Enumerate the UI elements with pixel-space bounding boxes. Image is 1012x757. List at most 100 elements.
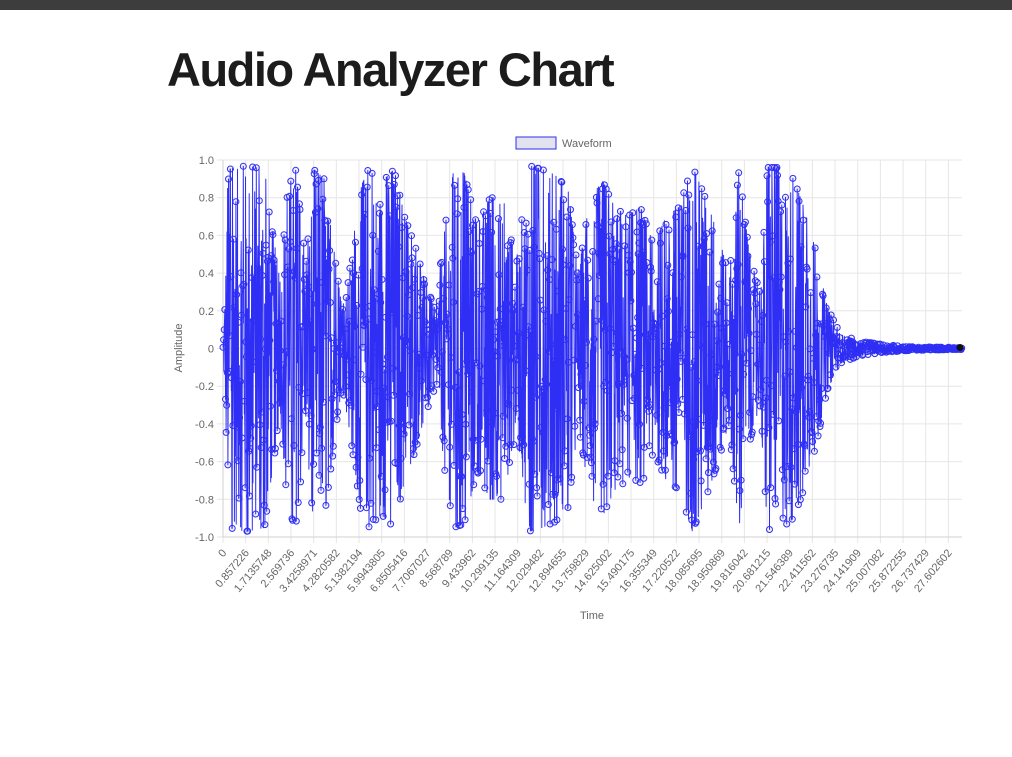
waveform-point <box>402 268 410 275</box>
waveform-point <box>664 307 672 315</box>
waveform-point <box>254 266 261 274</box>
waveform-point <box>776 286 784 294</box>
waveform-point <box>323 256 330 264</box>
waveform-point <box>401 213 409 221</box>
waveform-point <box>464 370 472 378</box>
waveform-point <box>801 442 809 450</box>
waveform-point <box>483 294 491 302</box>
legend[interactable]: Waveform <box>515 136 612 150</box>
waveform-point <box>250 317 258 325</box>
waveform-point <box>442 216 450 224</box>
waveform-point <box>371 286 379 294</box>
waveform-point <box>493 472 500 480</box>
waveform-point <box>476 362 484 370</box>
waveform-point <box>736 487 744 495</box>
waveform-point <box>702 455 710 463</box>
waveform-point <box>777 208 785 216</box>
waveform-point <box>399 274 407 282</box>
waveform-point <box>255 309 263 317</box>
axes <box>222 160 962 538</box>
waveform-point <box>451 181 459 189</box>
waveform-point <box>445 281 453 289</box>
waveform-point <box>767 382 775 390</box>
waveform-point <box>743 359 751 367</box>
waveform-point <box>441 466 449 474</box>
waveform-point <box>695 285 703 293</box>
waveform-point <box>380 366 388 374</box>
waveform-point <box>263 507 271 515</box>
waveform-point <box>313 300 321 308</box>
legend-label-waveform[interactable]: Waveform <box>562 138 612 150</box>
waveform-point <box>714 308 722 316</box>
waveform-point <box>305 420 313 428</box>
waveform-point <box>579 451 587 459</box>
waveform-point <box>358 191 366 199</box>
waveform-point <box>666 399 674 407</box>
waveform-point <box>600 382 608 390</box>
waveform-point <box>658 312 666 320</box>
waveform-point <box>331 378 339 386</box>
waveform-point <box>283 348 290 356</box>
waveform-point <box>225 175 232 183</box>
waveform-point <box>653 278 661 286</box>
waveform-point <box>677 273 685 281</box>
waveform-point <box>222 395 229 403</box>
waveform-point <box>414 357 422 365</box>
waveform-point <box>624 251 632 259</box>
waveform-point <box>603 503 611 511</box>
waveform-point <box>515 329 523 337</box>
waveform-point <box>566 262 574 270</box>
waveform-chart: 1.0 0.8 0.6 0.4 0.2 0 -0.2 -0.4 -0.6 -0.8 -1.0 0 0.8… <box>160 125 980 635</box>
waveform-point <box>786 368 794 376</box>
waveform-point <box>441 319 449 327</box>
legend-swatch-waveform[interactable] <box>515 136 557 150</box>
waveform-point <box>711 320 719 328</box>
waveform-point <box>542 380 550 388</box>
waveform-point <box>738 193 746 201</box>
waveform-point <box>357 370 365 378</box>
waveform-point <box>236 378 244 386</box>
waveform-point <box>698 185 706 193</box>
waveform-point <box>477 435 485 443</box>
waveform-point <box>356 504 364 512</box>
waveform-point <box>505 401 513 409</box>
waveform-point <box>319 195 327 203</box>
waveform-point <box>629 209 637 217</box>
waveform-point <box>262 345 269 353</box>
waveform-point <box>729 465 737 473</box>
waveform-point <box>530 437 537 445</box>
waveform-point <box>798 375 806 383</box>
waveform-point <box>364 315 372 323</box>
waveform-point <box>410 451 418 459</box>
waveform-point <box>695 415 703 423</box>
waveform-point <box>359 343 367 351</box>
waveform-point <box>614 473 622 481</box>
waveform-point <box>247 422 255 430</box>
waveform-point <box>523 266 531 274</box>
waveform-point <box>455 368 463 376</box>
waveform-point <box>576 433 584 441</box>
waveform-point <box>563 415 571 423</box>
waveform-point <box>378 276 386 283</box>
waveform-point <box>796 287 804 295</box>
waveform-point <box>626 258 634 266</box>
waveform-point <box>416 364 423 372</box>
waveform-point <box>793 185 801 193</box>
waveform-point <box>299 322 307 330</box>
waveform-point <box>394 460 402 468</box>
waveform-point <box>774 171 781 179</box>
waveform-point <box>714 372 722 379</box>
waveform-point <box>464 186 472 194</box>
waveform-point <box>597 224 605 232</box>
waveform-point <box>775 417 783 425</box>
waveform-point <box>415 350 423 358</box>
waveform-point <box>396 495 404 503</box>
waveform-point <box>241 484 249 492</box>
waveform-point <box>598 316 606 324</box>
waveform-point <box>302 407 310 415</box>
waveform-point <box>674 204 682 212</box>
waveform-point <box>675 409 683 416</box>
waveform-point <box>231 363 239 371</box>
waveform-point <box>617 347 625 355</box>
waveform-point <box>546 276 553 284</box>
